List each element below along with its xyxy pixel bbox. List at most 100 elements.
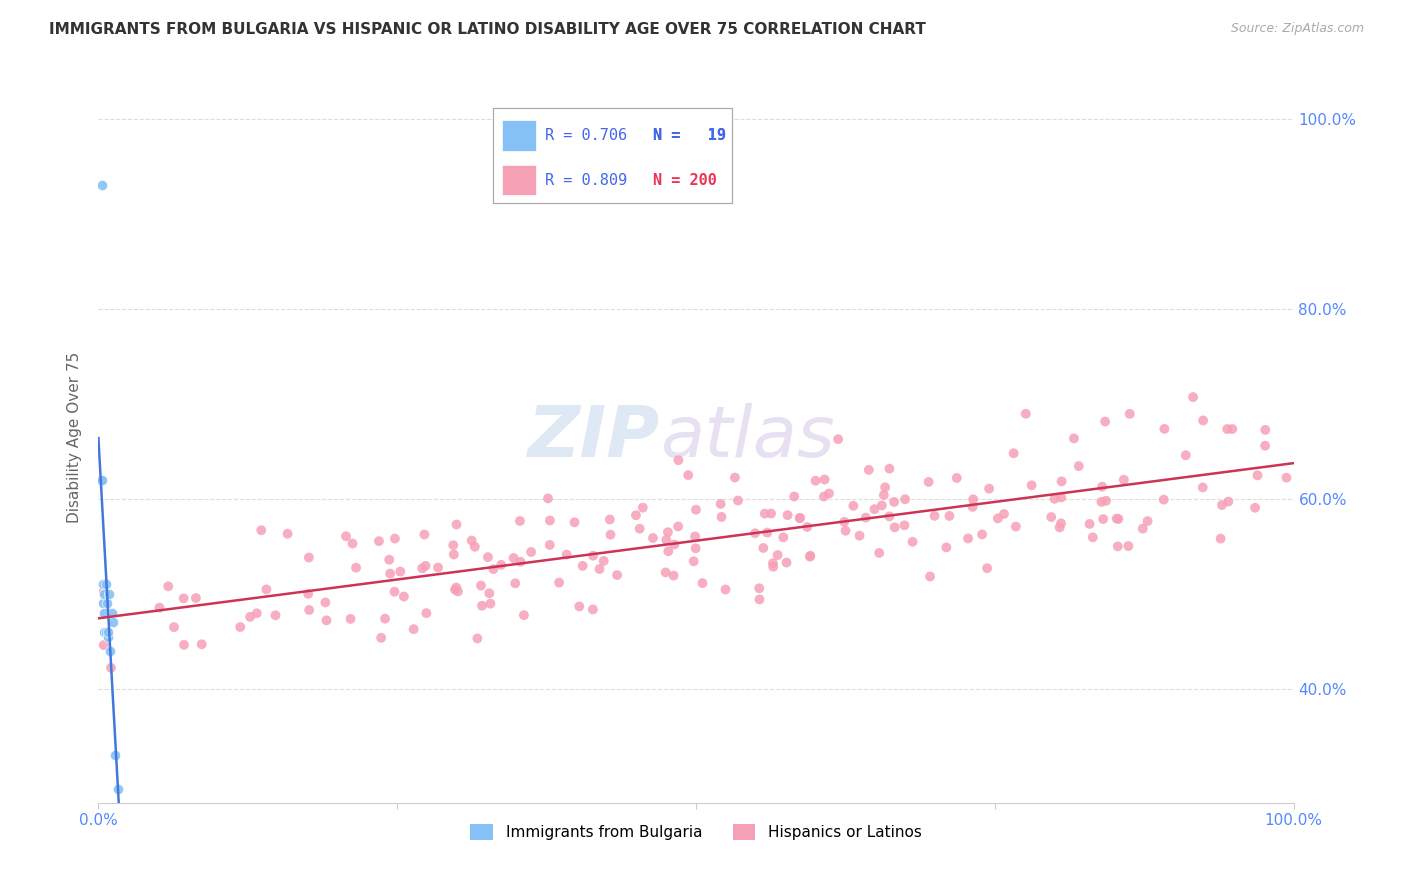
Text: Source: ZipAtlas.com: Source: ZipAtlas.com bbox=[1230, 22, 1364, 36]
Point bbox=[173, 591, 195, 606]
Point bbox=[582, 602, 605, 616]
Point bbox=[1002, 446, 1025, 460]
Point bbox=[976, 561, 998, 575]
Point bbox=[91, 577, 114, 591]
Point bbox=[744, 526, 766, 541]
Point bbox=[918, 569, 941, 583]
Point bbox=[1050, 475, 1073, 489]
Point bbox=[883, 495, 905, 509]
Point bbox=[97, 624, 120, 639]
Point bbox=[799, 549, 821, 564]
Point bbox=[93, 638, 115, 652]
Point bbox=[657, 525, 679, 540]
Point bbox=[727, 493, 749, 508]
Point bbox=[415, 558, 437, 573]
Point bbox=[683, 529, 706, 543]
Point bbox=[710, 509, 733, 524]
Point bbox=[1153, 492, 1175, 507]
Point bbox=[789, 511, 811, 525]
Point bbox=[766, 548, 789, 562]
Point bbox=[470, 578, 492, 592]
Point bbox=[1118, 539, 1140, 553]
Point bbox=[384, 532, 406, 546]
Point bbox=[1246, 468, 1268, 483]
Point bbox=[157, 579, 180, 593]
Point bbox=[1209, 532, 1232, 546]
Point bbox=[1192, 413, 1215, 427]
Point bbox=[94, 577, 117, 591]
Point bbox=[759, 507, 782, 521]
Point bbox=[714, 582, 737, 597]
Point bbox=[775, 556, 797, 570]
Point bbox=[676, 468, 699, 483]
Point bbox=[415, 606, 437, 620]
Point bbox=[1050, 491, 1073, 505]
Point bbox=[582, 549, 605, 563]
Point bbox=[97, 630, 120, 644]
Point bbox=[184, 591, 207, 605]
Point bbox=[1132, 522, 1154, 536]
Point bbox=[392, 590, 415, 604]
Point bbox=[277, 526, 299, 541]
Point bbox=[250, 523, 273, 537]
Point bbox=[389, 565, 412, 579]
Point bbox=[96, 596, 118, 610]
Point bbox=[962, 492, 984, 507]
Point bbox=[834, 524, 856, 538]
Point bbox=[664, 537, 686, 551]
Point bbox=[537, 491, 560, 506]
Point bbox=[427, 560, 450, 574]
Point bbox=[1043, 491, 1066, 506]
Point bbox=[848, 529, 870, 543]
Point bbox=[246, 607, 269, 621]
Point bbox=[173, 638, 195, 652]
Point bbox=[380, 566, 402, 581]
Point bbox=[924, 508, 946, 523]
Point bbox=[1182, 390, 1205, 404]
Point bbox=[1090, 495, 1112, 509]
Point bbox=[1136, 514, 1159, 528]
Point bbox=[685, 502, 707, 516]
Point bbox=[520, 545, 543, 559]
Point bbox=[571, 558, 593, 573]
Point bbox=[444, 582, 467, 597]
Point bbox=[94, 624, 117, 639]
Point bbox=[402, 622, 425, 636]
Point bbox=[489, 558, 512, 572]
Point bbox=[588, 562, 610, 576]
Point bbox=[107, 781, 129, 796]
Point bbox=[938, 508, 960, 523]
Point bbox=[1153, 422, 1175, 436]
Point bbox=[756, 525, 779, 540]
Point bbox=[748, 582, 770, 596]
Point bbox=[1095, 493, 1118, 508]
Point bbox=[98, 587, 121, 601]
Point bbox=[477, 550, 499, 565]
Point bbox=[91, 596, 114, 610]
Point bbox=[832, 515, 855, 529]
Point bbox=[606, 568, 628, 582]
Point bbox=[1094, 415, 1116, 429]
Point bbox=[662, 568, 685, 582]
Point bbox=[471, 599, 494, 613]
Point bbox=[724, 470, 747, 484]
Point bbox=[503, 576, 526, 591]
Point bbox=[762, 556, 785, 570]
Y-axis label: Disability Age Over 75: Disability Age Over 75 bbox=[67, 351, 83, 523]
Point bbox=[901, 534, 924, 549]
Point bbox=[100, 661, 122, 675]
Point bbox=[827, 432, 849, 446]
Point bbox=[148, 600, 170, 615]
Point bbox=[1275, 471, 1298, 485]
Point bbox=[548, 575, 571, 590]
Point bbox=[446, 581, 468, 595]
Point bbox=[378, 552, 401, 566]
Text: atlas: atlas bbox=[661, 402, 835, 472]
Point bbox=[441, 538, 464, 552]
Point bbox=[335, 529, 357, 543]
Point bbox=[1220, 422, 1243, 436]
Point bbox=[987, 511, 1010, 525]
Point bbox=[1244, 500, 1267, 515]
Point bbox=[256, 582, 278, 597]
Point bbox=[1063, 431, 1085, 445]
